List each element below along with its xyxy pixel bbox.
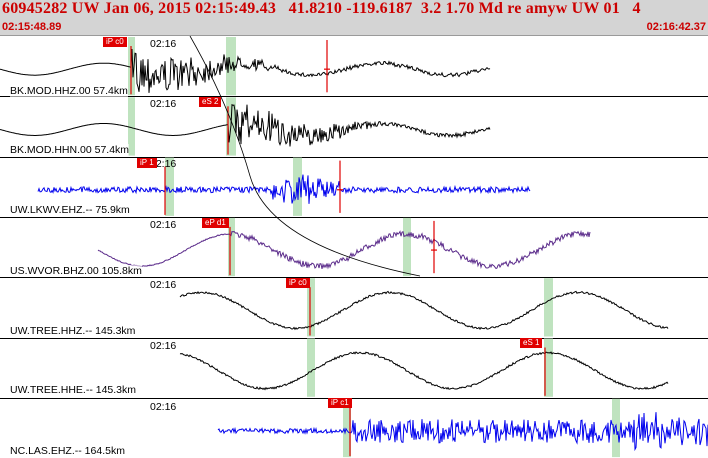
channel-time-label: 02:16: [150, 279, 177, 291]
seismogram-panels[interactable]: 02:16 iP c0 BK.MOD.HHZ.00 57.4km 02:16 e…: [0, 36, 708, 458]
waveform-trace: [97, 229, 591, 270]
waveform-trace: [217, 412, 708, 452]
station-label: BK.MOD.HHZ.00 57.4km: [10, 85, 128, 97]
waveform-trace: [179, 290, 669, 331]
seismogram-plot[interactable]: [0, 36, 708, 458]
phase-pick-tag[interactable]: eP d1: [202, 218, 229, 228]
phase-window-highlight: [228, 217, 235, 277]
station-label: UW.TREE.HHZ.-- 145.3km: [10, 325, 136, 337]
station-label: US.WVOR.BHZ.00 105.8km: [10, 265, 142, 277]
event-info-title: 60945282 UW Jan 06, 2015 02:15:49.43 41.…: [2, 0, 641, 17]
phase-pick-tag[interactable]: iP c0: [103, 37, 127, 47]
phase-pick-tag[interactable]: eS 2: [199, 97, 222, 107]
phase-pick-tag[interactable]: iP 1: [137, 158, 157, 168]
window-end-time: 02:16:42.37: [646, 21, 706, 33]
waveform-trace: [179, 351, 669, 391]
station-label: NC.LAS.EHZ.-- 164.5km: [10, 445, 125, 457]
phase-window-highlight: [226, 37, 236, 96]
station-label: UW.LKWV.EHZ.-- 75.9km: [10, 204, 130, 216]
phase-window-highlight: [165, 157, 174, 216]
travel-time-curve: [189, 36, 421, 277]
phase-window-highlight: [544, 338, 553, 397]
phase-window-highlight: [403, 217, 411, 277]
phase-window-highlight: [307, 338, 315, 397]
phase-window-highlight: [128, 97, 135, 156]
channel-time-label: 02:16: [150, 38, 177, 50]
channel-time-label: 02:16: [150, 219, 177, 231]
waveform-trace: [0, 48, 491, 93]
channel-time-label: 02:16: [150, 340, 177, 352]
station-label: UW.TREE.HHE.-- 145.3km: [10, 384, 137, 396]
phase-pick-tag[interactable]: eS 1: [520, 338, 543, 348]
event-header: 60945282 UW Jan 06, 2015 02:15:49.43 41.…: [0, 0, 708, 36]
station-label: BK.MOD.HHN.00 57.4km: [10, 144, 130, 156]
window-start-time: 02:15:48.89: [2, 21, 62, 33]
phase-pick-tag[interactable]: iP c0: [286, 278, 310, 288]
waveform-trace: [0, 103, 491, 147]
phase-pick-tag[interactable]: iP c1: [328, 398, 352, 408]
phase-window-highlight: [343, 398, 351, 458]
phase-window-highlight: [307, 278, 315, 337]
waveform-trace: [37, 174, 531, 204]
channel-time-label: 02:16: [150, 401, 177, 413]
channel-time-label: 02:16: [150, 98, 177, 110]
phase-window-highlight: [544, 278, 553, 337]
